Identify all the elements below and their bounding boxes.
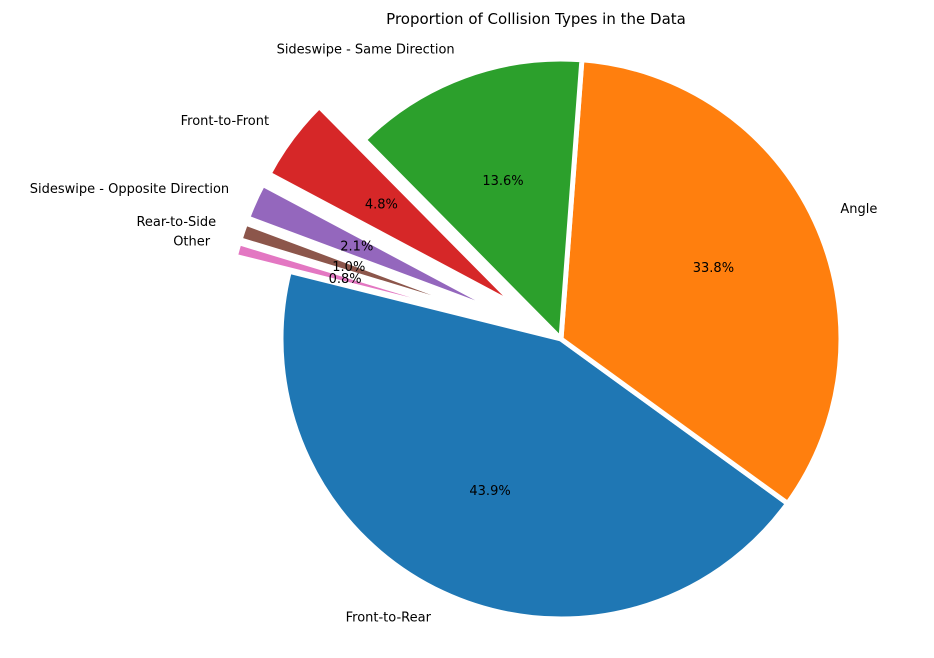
slice-label: Front-to-Rear	[346, 611, 432, 626]
slice-percentage: 4.8%	[365, 198, 398, 213]
slice-percentage: 0.8%	[329, 272, 362, 287]
slice-label: Rear-to-Side	[136, 215, 216, 230]
pie-slice-sideswipe-opposite-direction	[245, 181, 513, 319]
pie-slice-front-to-rear	[278, 268, 791, 622]
slice-percentage: 1.0%	[332, 260, 365, 275]
pie-slice-angle	[558, 57, 844, 506]
slice-label: Other	[173, 235, 211, 250]
slice-percentage: 2.1%	[340, 239, 373, 254]
pie-slice-other	[232, 240, 510, 327]
slice-percentage: 13.6%	[482, 174, 523, 189]
pie-slice-rear-to-side	[237, 220, 511, 324]
slice-label: Front-to-Front	[181, 114, 269, 129]
pie-slices	[232, 56, 844, 622]
slice-label: Angle	[840, 202, 877, 217]
slice-label: Sideswipe - Opposite Direction	[30, 182, 229, 197]
slice-label: Sideswipe - Same Direction	[277, 42, 455, 57]
slice-labels: Front-to-Rear Angle Sideswipe - Same Direc…	[30, 42, 878, 625]
slice-percentage: 43.9%	[469, 484, 510, 499]
pie-slice-sideswipe-same-direction	[361, 56, 585, 342]
pie-slice-front-to-front	[266, 103, 519, 309]
chart-title: Proportion of Collision Types in the Dat…	[386, 10, 686, 28]
slice-percentages: 43.9% 33.8% 13.6% 4.8% 2.1% 1.0%0.8%	[329, 174, 734, 499]
slice-percentage: 33.8%	[693, 261, 734, 276]
